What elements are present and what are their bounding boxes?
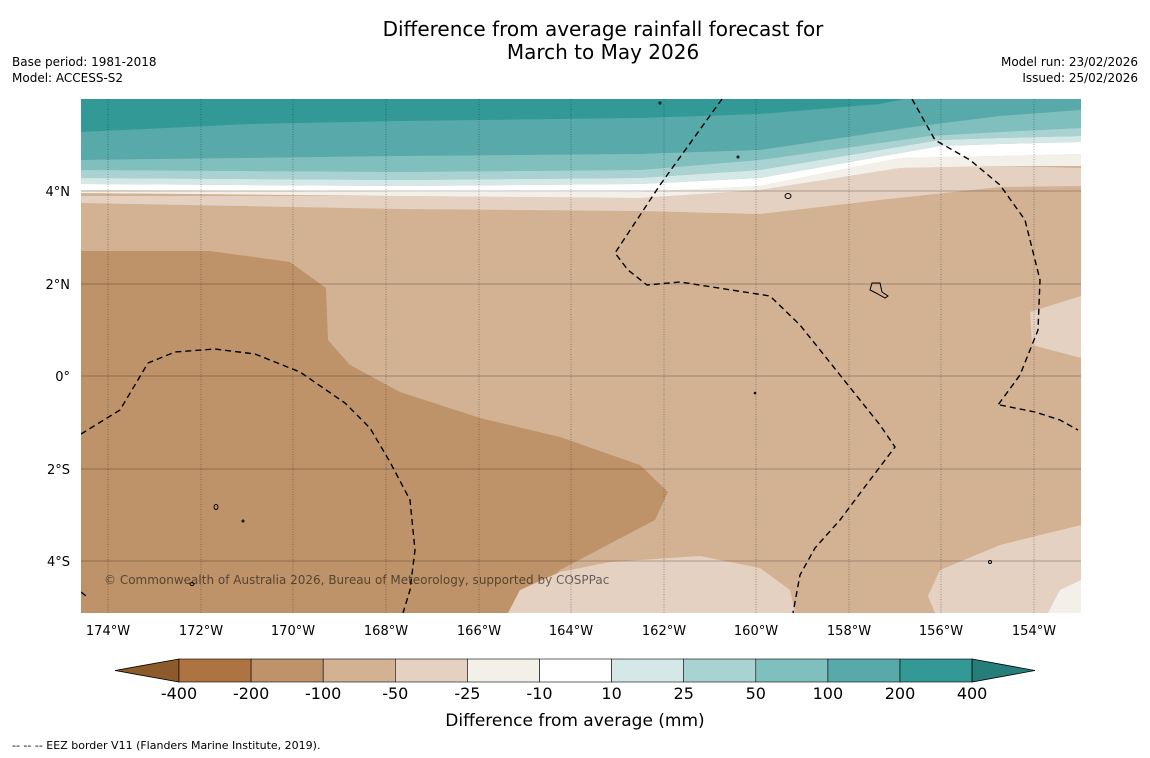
title-line-2: March to May 2026 xyxy=(506,40,700,64)
island-2 xyxy=(869,282,889,299)
colorbar-segment xyxy=(322,658,396,683)
region-minus50-to-minus25-north xyxy=(81,166,1081,214)
lon-label-166w: 166°W xyxy=(457,624,501,639)
colorbar-extend-high xyxy=(971,658,1036,683)
metadata-left: Base period: 1981-2018 Model: ACCESS-S2 xyxy=(12,54,157,86)
colorbar-segment xyxy=(178,658,252,683)
colorbar-tick-label: -400 xyxy=(161,684,197,703)
model-name: Model: ACCESS-S2 xyxy=(12,71,124,85)
meridians xyxy=(107,99,1035,613)
eez-footnote: -- -- -- EEZ border V11 (Flanders Marine… xyxy=(12,739,321,752)
colorbar-tick-label: 10 xyxy=(601,684,621,703)
eez-border-southeast xyxy=(999,404,1079,431)
latitude-axis: 4°N 2°N 0° 2°S 4°S xyxy=(46,185,71,570)
lat-label-4s: 4°S xyxy=(47,555,70,570)
colorbar-segment xyxy=(683,658,757,683)
colorbar-tick-label: 400 xyxy=(957,684,988,703)
colorbar-segment xyxy=(394,658,468,683)
colorbar-segment xyxy=(755,658,829,683)
lon-label-160w: 160°W xyxy=(734,624,778,639)
eez-borders xyxy=(81,99,1079,613)
region-minus25-to-minus10-corner xyxy=(1048,580,1081,613)
lon-label-172w: 172°W xyxy=(179,624,223,639)
island-3 xyxy=(213,504,219,510)
colorbar-segment xyxy=(899,658,973,683)
copyright-notice: © Commonwealth of Australia 2026, Bureau… xyxy=(104,573,609,587)
lon-label-164w: 164°W xyxy=(549,624,593,639)
colorbar-title: Difference from average (mm) xyxy=(445,711,704,731)
colorbar-tick-label: 25 xyxy=(674,684,694,703)
colorbar-segment xyxy=(539,658,612,683)
lon-label-162w: 162°W xyxy=(642,624,686,639)
longitude-axis: 174°W 172°W 170°W 168°W 166°W 164°W 162°… xyxy=(86,624,1056,639)
band-minus10-to-10 xyxy=(81,142,1081,192)
colorbar-segment xyxy=(611,658,684,683)
eez-border-southwest-corner xyxy=(81,591,87,597)
graticule xyxy=(81,190,1081,562)
colorbar-tick-label: -10 xyxy=(526,684,552,703)
lat-label-0: 0° xyxy=(55,370,70,385)
band-minus25-to-minus10 xyxy=(81,154,1081,198)
metadata-right: Model run: 23/02/2026 Issued: 25/02/2026 xyxy=(1001,54,1138,86)
eez-border-central xyxy=(614,99,896,613)
band-25-to-50 xyxy=(81,128,1081,180)
lon-label-168w: 168°W xyxy=(364,624,408,639)
lon-label-156w: 156°W xyxy=(919,624,963,639)
lon-label-170w: 170°W xyxy=(271,624,315,639)
colorbar-tick-label: -100 xyxy=(305,684,341,703)
base-period: Base period: 1981-2018 xyxy=(12,55,157,69)
colorbar-tick-label: 200 xyxy=(885,684,916,703)
title-line-1: Difference from average rainfall forecas… xyxy=(382,17,824,41)
issued-date: Issued: 25/02/2026 xyxy=(1022,71,1138,85)
island-8 xyxy=(988,560,992,564)
model-run: Model run: 23/02/2026 xyxy=(1000,55,1138,69)
lon-label-174w: 174°W xyxy=(86,624,130,639)
island-7 xyxy=(241,519,245,523)
lat-label-2s: 2°S xyxy=(47,463,70,478)
map-title: Difference from average rainfall forecas… xyxy=(0,18,1150,64)
island-6 xyxy=(736,155,740,159)
lat-label-2n: 2°N xyxy=(46,278,71,293)
eez-border-west xyxy=(81,348,416,613)
eez-border-east xyxy=(911,99,1041,406)
band-50-to-100 xyxy=(81,110,1081,172)
colorbar-tick-label: -25 xyxy=(454,684,480,703)
colorbar-segment xyxy=(827,658,901,683)
region-minus50-to-minus25-southeast xyxy=(928,525,1081,613)
region-minus200-to-minus100 xyxy=(81,251,668,613)
colorbar-segment xyxy=(250,658,324,683)
island-4 xyxy=(189,582,195,586)
colorbar-tick-label: -200 xyxy=(233,684,269,703)
colorbar-tick-label: 100 xyxy=(813,684,844,703)
lat-label-4n: 4°N xyxy=(46,185,71,200)
band-200-to-400 xyxy=(81,99,905,132)
colorbar: -400 -200 -100 -50 -25 -10 10 25 50 100 200 400 xyxy=(114,658,1036,703)
map-plot-area: © Commonwealth of Australia 2026, Bureau… xyxy=(81,99,1081,613)
region-minus50-to-minus25-south xyxy=(508,556,795,613)
lon-label-154w: 154°W xyxy=(1012,624,1056,639)
colorbar-segment xyxy=(467,658,540,683)
island-9 xyxy=(753,391,757,395)
region-minus50-to-minus25-east xyxy=(1030,296,1081,358)
island-5 xyxy=(658,101,662,105)
colorbar-extend-low xyxy=(114,658,180,683)
islands xyxy=(189,101,992,586)
colorbar-tick-label: 50 xyxy=(746,684,766,703)
band-10-to-25 xyxy=(81,136,1081,186)
colorbar-tick-label: -50 xyxy=(382,684,408,703)
lon-label-158w: 158°W xyxy=(827,624,871,639)
island-1 xyxy=(784,193,792,199)
